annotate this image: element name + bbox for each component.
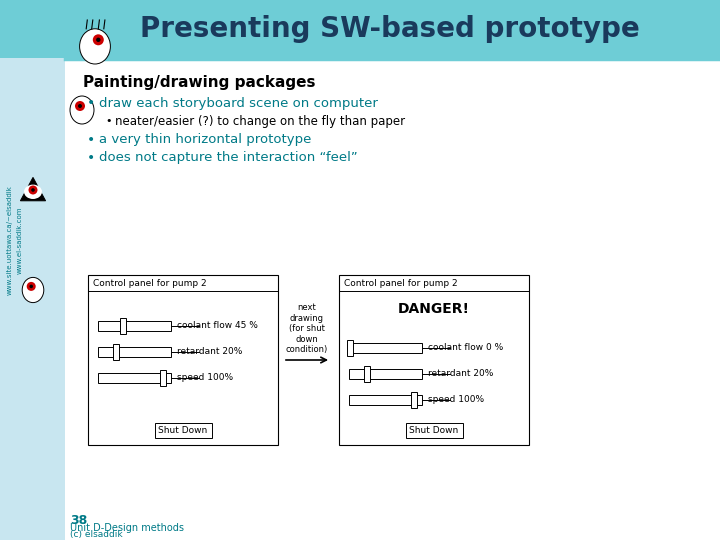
- Text: Unit D-Design methods: Unit D-Design methods: [70, 523, 184, 533]
- Bar: [98, 373, 171, 383]
- Text: www.site.uottawa.ca/~elsaddik: www.site.uottawa.ca/~elsaddik: [7, 185, 13, 295]
- Bar: [0, 0, 720, 58]
- Text: retardant 20%: retardant 20%: [428, 369, 493, 379]
- Circle shape: [78, 104, 82, 108]
- Text: Shut Down: Shut Down: [410, 426, 459, 435]
- Polygon shape: [20, 178, 45, 201]
- Circle shape: [93, 35, 104, 45]
- Text: a very thin horizontal prototype: a very thin horizontal prototype: [99, 133, 311, 146]
- Text: Shut Down: Shut Down: [158, 426, 207, 435]
- Text: next
drawing
(for shut
down
condition): next drawing (for shut down condition): [286, 303, 328, 354]
- Text: Control panel for pump 2: Control panel for pump 2: [93, 279, 207, 287]
- Ellipse shape: [24, 185, 42, 199]
- Text: Control panel for pump 2: Control panel for pump 2: [344, 279, 458, 287]
- Text: •: •: [105, 116, 112, 126]
- Text: Painting/drawing packages: Painting/drawing packages: [83, 75, 315, 90]
- Text: neater/easier (?) to change on the fly than paper: neater/easier (?) to change on the fly t…: [115, 114, 405, 127]
- Text: www.el-saddik.com: www.el-saddik.com: [17, 206, 23, 274]
- Text: •: •: [87, 96, 95, 110]
- Text: does not capture the interaction “feel”: does not capture the interaction “feel”: [99, 152, 358, 165]
- Text: speed 100%: speed 100%: [176, 374, 233, 382]
- Ellipse shape: [70, 96, 94, 124]
- Circle shape: [29, 186, 37, 194]
- Circle shape: [31, 188, 35, 192]
- FancyBboxPatch shape: [405, 423, 462, 438]
- Text: (c) elsaddik: (c) elsaddik: [70, 530, 122, 539]
- Ellipse shape: [80, 29, 110, 64]
- Circle shape: [75, 101, 85, 111]
- Text: coolant flow 0 %: coolant flow 0 %: [428, 343, 503, 353]
- FancyBboxPatch shape: [155, 423, 212, 438]
- Text: coolant flow 45 %: coolant flow 45 %: [176, 321, 257, 330]
- Bar: [348, 340, 354, 356]
- Text: draw each storyboard scene on computer: draw each storyboard scene on computer: [99, 97, 378, 110]
- Bar: [349, 343, 421, 353]
- Bar: [113, 344, 119, 360]
- Bar: [161, 370, 166, 386]
- Bar: [120, 318, 127, 334]
- Bar: [88, 275, 278, 445]
- Bar: [349, 369, 421, 379]
- Bar: [349, 395, 421, 405]
- Text: •: •: [87, 133, 95, 147]
- Text: •: •: [87, 151, 95, 165]
- Bar: [339, 275, 529, 445]
- Bar: [0, 0, 65, 540]
- Ellipse shape: [22, 278, 44, 302]
- Circle shape: [27, 282, 36, 291]
- Text: DANGER!: DANGER!: [398, 302, 470, 316]
- Bar: [98, 347, 171, 357]
- Bar: [411, 392, 418, 408]
- Text: Presenting SW-based prototype: Presenting SW-based prototype: [140, 15, 640, 43]
- Text: retardant 20%: retardant 20%: [176, 348, 242, 356]
- Text: speed 100%: speed 100%: [428, 395, 484, 404]
- Bar: [98, 321, 171, 331]
- Circle shape: [30, 285, 33, 288]
- Circle shape: [96, 38, 101, 42]
- Text: 38: 38: [70, 514, 87, 526]
- Bar: [364, 366, 370, 382]
